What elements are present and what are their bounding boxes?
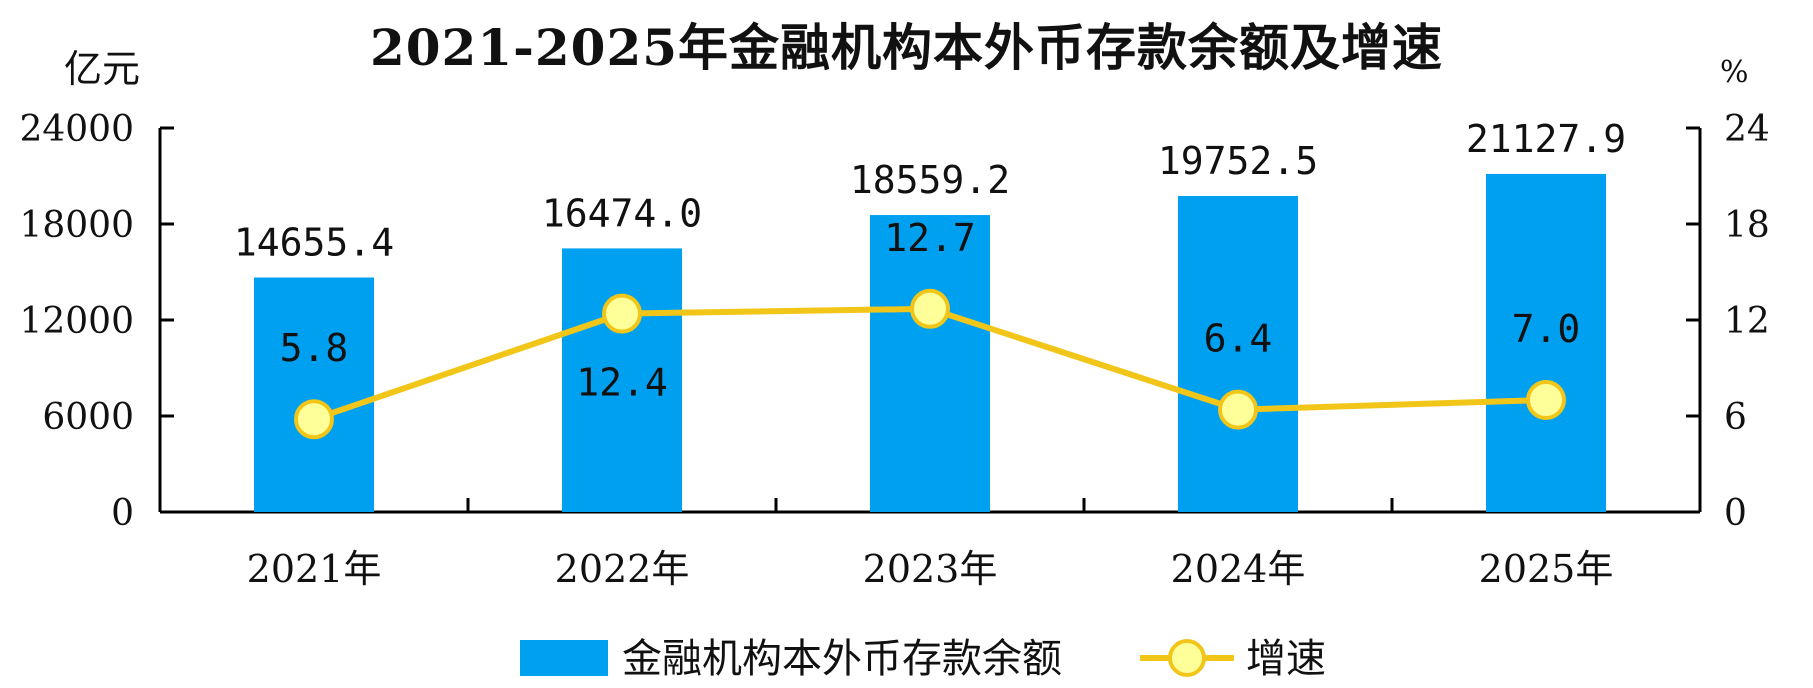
left-tick-label: 18000 [19,205,134,246]
bar-value-label: 18559.2 [850,158,1010,202]
right-axis-unit: % [1720,55,1749,90]
x-category-label: 2021年 [247,547,382,591]
growth-value-label: 6.4 [1204,317,1273,361]
left-tick-label: 0 [111,493,134,534]
right-tick-label: 24 [1724,109,1770,150]
growth-point [602,293,642,334]
growth-value-label: 12.7 [884,216,976,260]
legend-swatch-bar [520,640,608,676]
bar-value-label: 21127.9 [1466,117,1626,161]
bar-value-label: 16474.0 [542,191,702,235]
growth-point [910,288,950,329]
legend-label-bar: 金融机构本外币存款余额 [622,636,1062,682]
bar [562,248,682,512]
bar [254,277,374,512]
chart-title: 2021-2025年金融机构本外币存款余额及增速 [369,18,1444,77]
growth-value-label: 7.0 [1512,307,1581,351]
left-axis-unit: 亿元 [64,47,141,91]
legend-swatch-marker [1168,639,1206,677]
growth-value-label: 5.8 [280,326,349,370]
legend-label-line: 增速 [1246,636,1326,682]
bar [870,215,990,512]
growth-point [294,399,334,440]
bar [1178,195,1298,512]
growth-value-label: 12.4 [576,361,668,405]
x-category-label: 2022年 [555,547,690,591]
bar [1486,173,1606,512]
left-tick-label: 6000 [42,397,134,438]
bar-value-label: 19752.5 [1158,139,1318,183]
x-category-label: 2025年 [1479,547,1614,591]
bar-value-label: 14655.4 [234,221,394,265]
left-tick-label: 24000 [19,109,134,150]
right-tick-label: 12 [1724,301,1770,342]
x-category-label: 2024年 [1171,547,1306,591]
growth-point [1526,380,1566,420]
growth-point [1218,389,1258,430]
x-category-label: 2023年 [863,547,998,591]
left-tick-label: 12000 [19,301,134,342]
right-tick-label: 6 [1724,397,1747,438]
right-tick-label: 18 [1724,205,1770,246]
right-tick-label: 0 [1724,493,1747,534]
